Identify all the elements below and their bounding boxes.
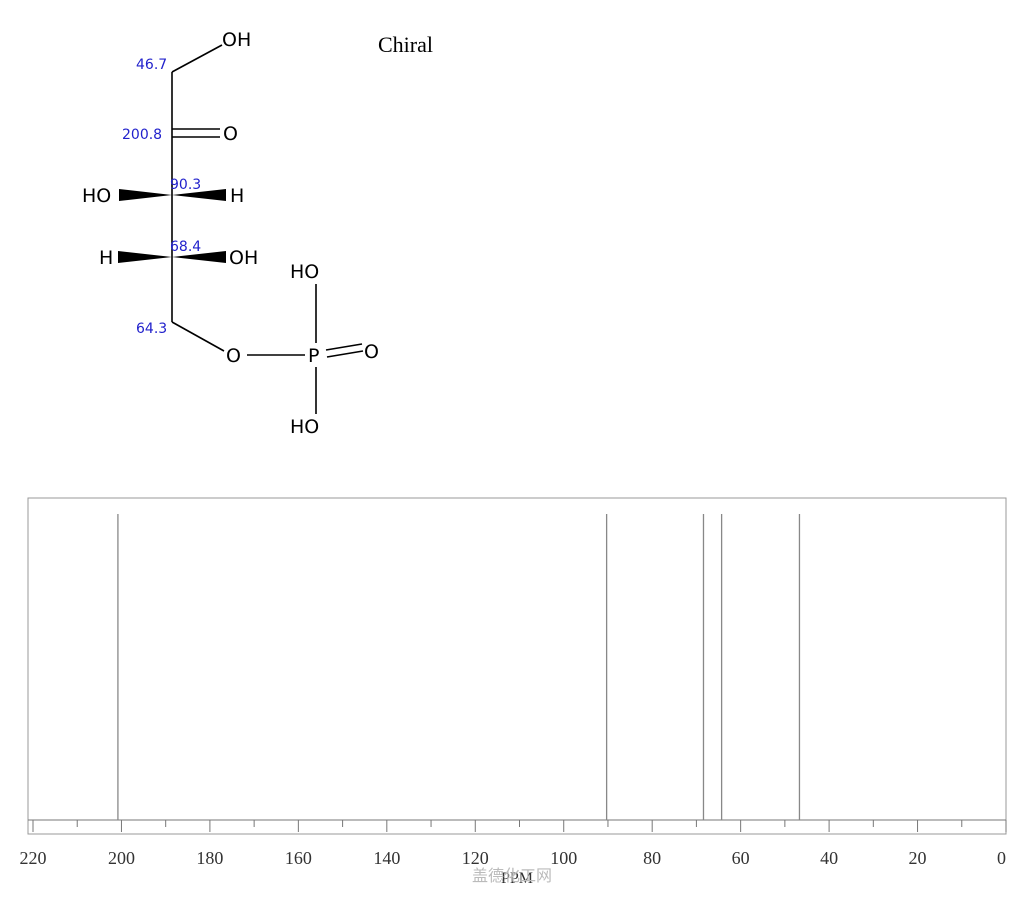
wedge-c3-h (172, 189, 226, 201)
plot-frame (27, 497, 1007, 835)
bonds (171, 44, 364, 414)
tick-label: 160 (285, 848, 312, 868)
shift-label-c4: 68.4 (170, 239, 201, 255)
tick-label: 140 (373, 848, 400, 868)
wedges (118, 189, 226, 263)
wedge-c4-oh (172, 251, 226, 263)
atom-ho-p-bottom: HO (290, 416, 319, 438)
atom-o-carbonyl: O (223, 123, 238, 145)
tick-label: 0 (997, 848, 1006, 868)
ticks-layer (32, 820, 1007, 832)
spectrum-chart: 220 200 180 160 140 120 100 80 60 40 20 0 PPM (20, 497, 1007, 887)
shift-label-c3: 90.3 (170, 177, 201, 193)
peaks-layer (117, 514, 801, 820)
x-axis-label: PPM (501, 870, 533, 887)
atom-ho-p-top: HO (290, 261, 319, 283)
atom-oh-top: OH (222, 29, 251, 51)
shift-label-c2: 200.8 (122, 127, 162, 143)
tick-label: 180 (196, 848, 223, 868)
atom-o-p-double: O (364, 341, 379, 363)
molecule-structure: OH O HO H H OH O P O HO HO 46.7 200.8 90… (82, 29, 433, 438)
shift-label-c1: 46.7 (136, 57, 167, 73)
tick-label: 220 (20, 848, 47, 868)
tick-label: 200 (108, 848, 135, 868)
chiral-label: Chiral (378, 32, 433, 57)
tick-label: 20 (909, 848, 927, 868)
atom-h-c4: H (99, 247, 113, 269)
tick-label: 40 (820, 848, 838, 868)
tick-label: 80 (643, 848, 661, 868)
bond-p-o-double-a (325, 343, 363, 351)
bond-c5-o (171, 321, 225, 352)
atom-h-c3: H (230, 185, 244, 207)
atom-o-ester: O (226, 345, 241, 367)
atom-ho-c3: HO (82, 185, 111, 207)
shift-label-c5: 64.3 (136, 321, 167, 337)
watermark: 盖德化工网 (472, 866, 552, 885)
tick-label: 120 (462, 848, 489, 868)
tick-labels-layer: 220 200 180 160 140 120 100 80 60 40 20 0 (20, 848, 1007, 868)
atom-oh-c4: OH (229, 247, 258, 269)
atom-p: P (308, 345, 319, 367)
wedge-c3-ho (119, 189, 172, 201)
tick-label: 100 (550, 848, 577, 868)
wedge-c4-h (118, 251, 172, 263)
tick-label: 60 (732, 848, 750, 868)
bond-p-o-double-b (326, 350, 364, 358)
bond-c1-o (171, 44, 223, 73)
